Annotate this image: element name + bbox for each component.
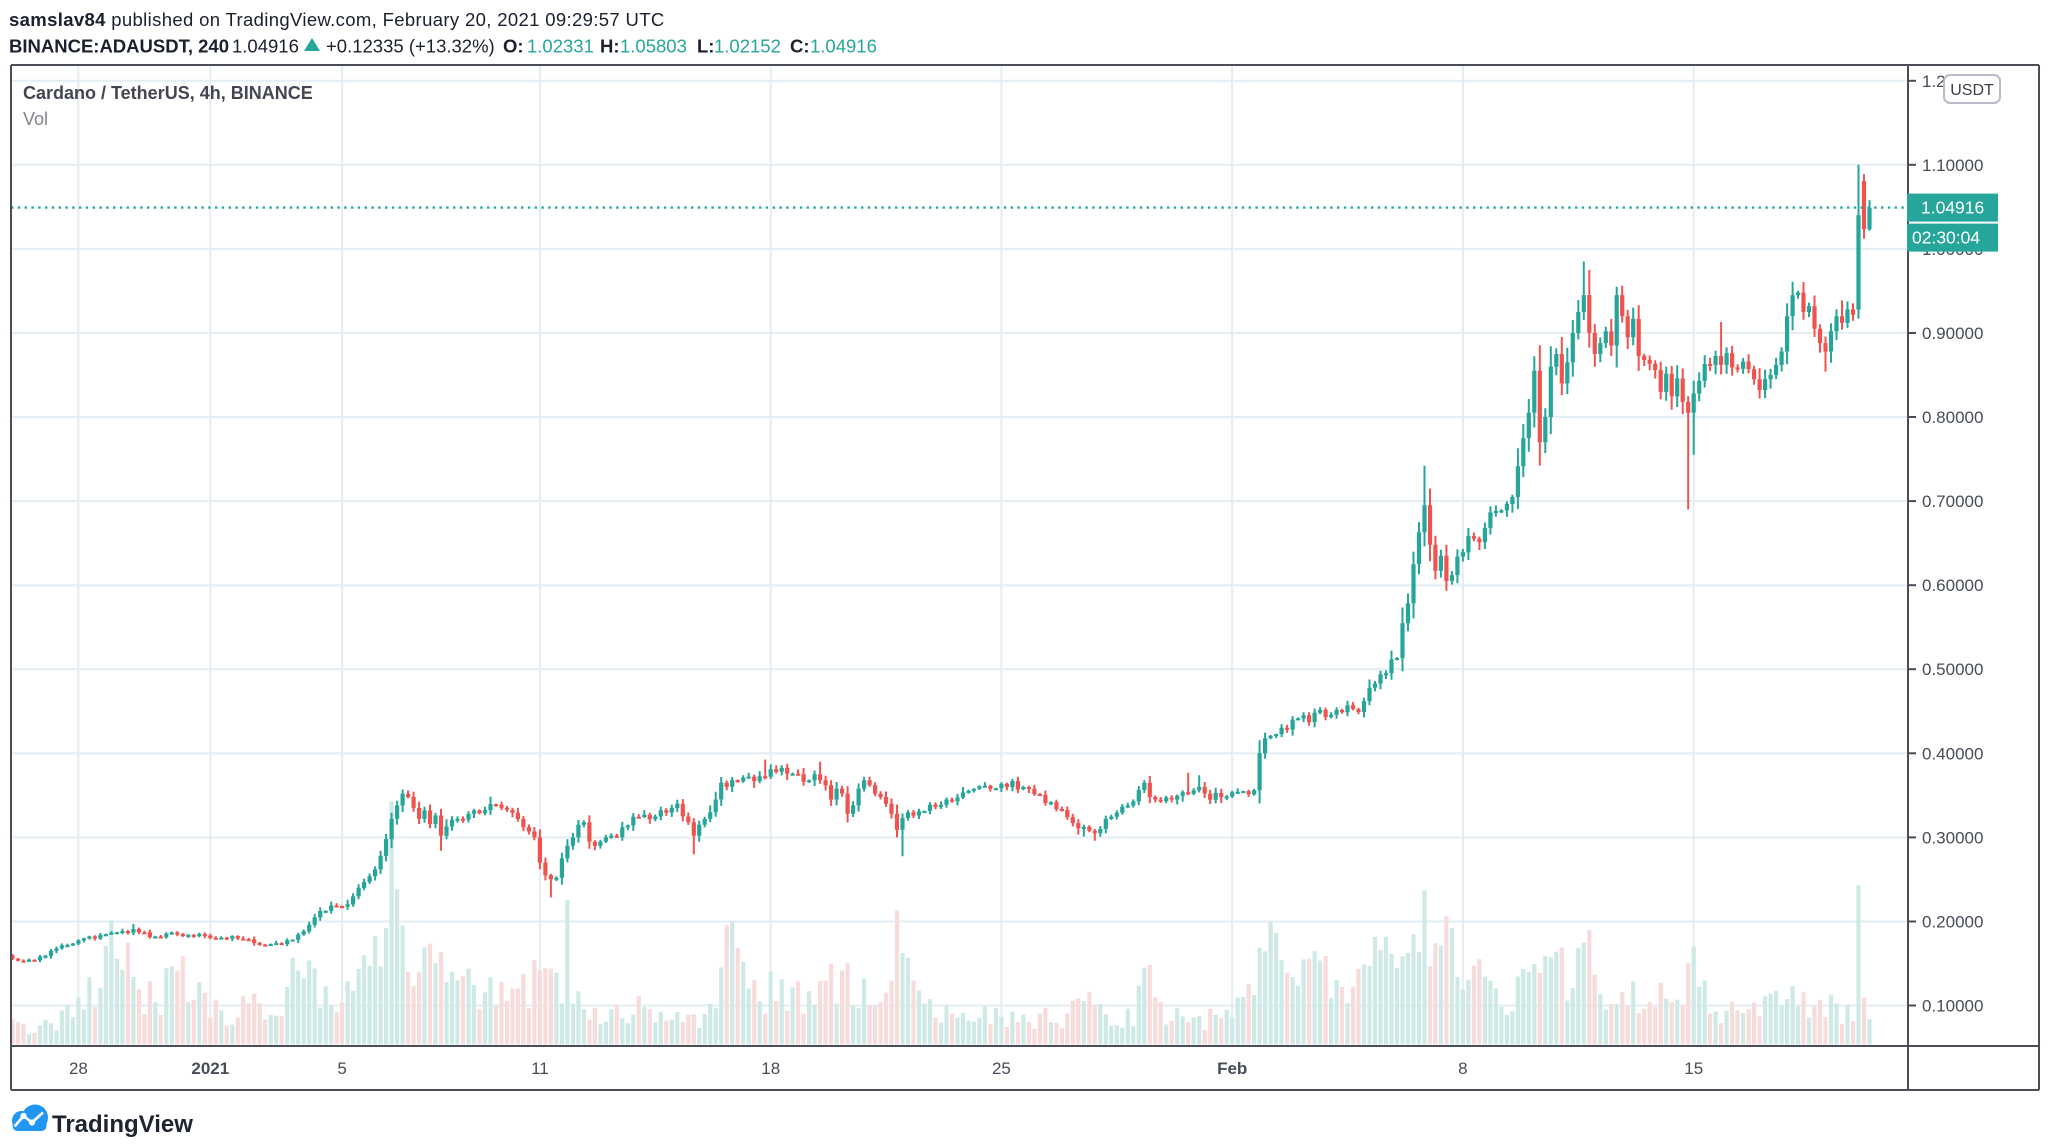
svg-text:5: 5 — [337, 1059, 346, 1078]
svg-text:1.02152: 1.02152 — [714, 36, 781, 57]
svg-text:18: 18 — [761, 1059, 780, 1078]
svg-text:O:: O: — [503, 36, 524, 57]
svg-text:0.90000: 0.90000 — [1922, 324, 1983, 343]
svg-text:0.10000: 0.10000 — [1922, 997, 1983, 1016]
svg-text:1.04916: 1.04916 — [1921, 198, 1984, 218]
svg-text:+0.12335 (+13.32%): +0.12335 (+13.32%) — [326, 36, 495, 57]
svg-text:0.80000: 0.80000 — [1922, 408, 1983, 427]
svg-text:11: 11 — [531, 1059, 549, 1078]
svg-text:Feb: Feb — [1217, 1059, 1247, 1078]
svg-text:0.30000: 0.30000 — [1922, 828, 1983, 847]
svg-text:1.04916: 1.04916 — [232, 36, 299, 57]
svg-text:02:30:04: 02:30:04 — [1912, 228, 1980, 248]
svg-text:BINANCE:ADAUSDT, 240: BINANCE:ADAUSDT, 240 — [9, 36, 229, 57]
svg-text:TradingView: TradingView — [52, 1111, 193, 1138]
svg-text:0.20000: 0.20000 — [1922, 913, 1983, 932]
svg-text:0.70000: 0.70000 — [1922, 492, 1983, 511]
svg-text:Vol: Vol — [23, 109, 48, 129]
svg-text:8: 8 — [1458, 1059, 1467, 1078]
svg-text:1.10000: 1.10000 — [1922, 156, 1983, 175]
svg-text:0.40000: 0.40000 — [1922, 744, 1983, 763]
svg-text:1.05803: 1.05803 — [620, 36, 687, 57]
svg-text:0.50000: 0.50000 — [1922, 660, 1983, 679]
svg-text:0.60000: 0.60000 — [1922, 576, 1983, 595]
svg-text:L:: L: — [697, 36, 714, 57]
svg-text:USDT: USDT — [1950, 82, 1994, 99]
svg-text:28: 28 — [69, 1059, 88, 1078]
svg-text:samslav84 published on Trading: samslav84 published on TradingView.com, … — [9, 9, 665, 30]
svg-text:25: 25 — [992, 1059, 1011, 1078]
svg-text:15: 15 — [1684, 1059, 1703, 1078]
svg-text:H:: H: — [600, 36, 620, 57]
svg-text:1.04916: 1.04916 — [810, 36, 877, 57]
svg-text:C:: C: — [790, 36, 810, 57]
svg-text:2021: 2021 — [191, 1059, 229, 1078]
svg-text:Cardano / TetherUS, 4h, BINANC: Cardano / TetherUS, 4h, BINANCE — [23, 83, 313, 103]
svg-text:1.02331: 1.02331 — [527, 36, 594, 57]
